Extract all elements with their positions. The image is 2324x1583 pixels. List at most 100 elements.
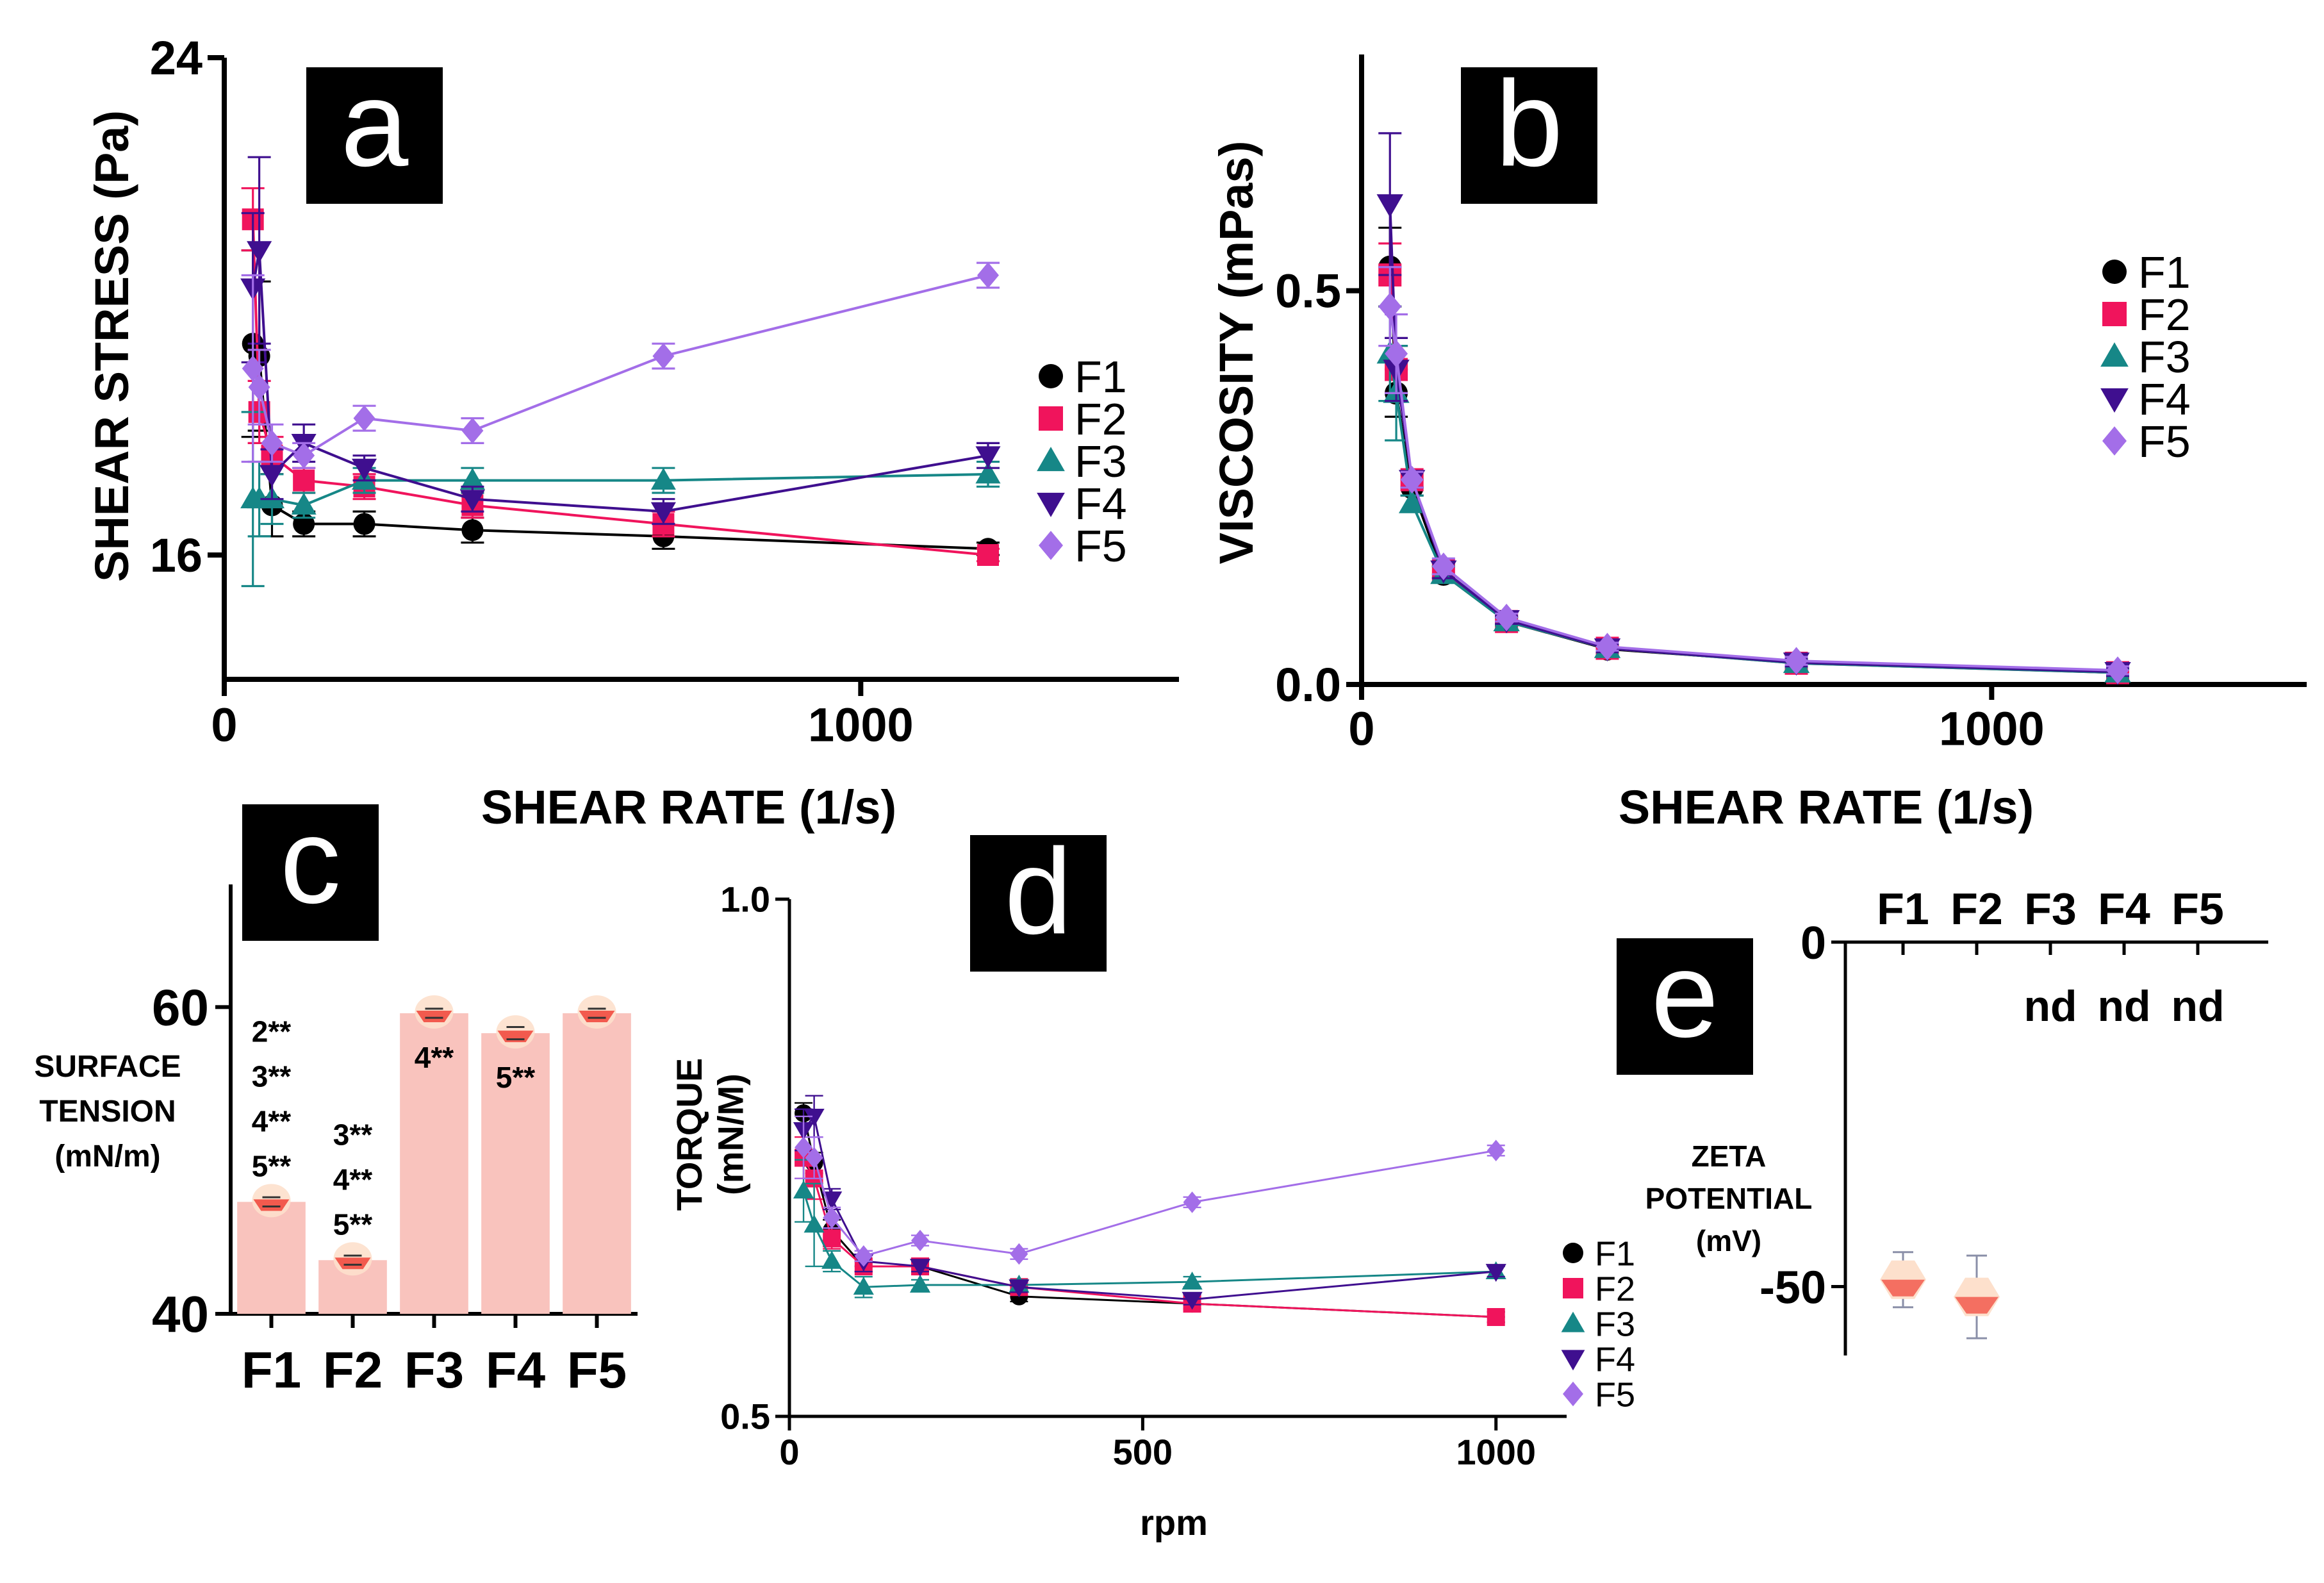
panel-e: 0 -50 ZETA POTENTIAL (mV) F1 F2 F3 nd F4 nd F5 nd (1645, 884, 2268, 1355)
data-point-F2 (823, 1229, 841, 1248)
y-tick-label: 0.0 (1275, 658, 1341, 711)
bar-marker (253, 1199, 290, 1211)
significance-label: 5** (333, 1207, 372, 1241)
zeta-marker (1881, 1279, 1925, 1297)
data-point-F5 (1010, 1243, 1028, 1265)
y-axis-title: POTENTIAL (1645, 1182, 1813, 1215)
significance-label: 2** (252, 1015, 291, 1048)
legend-marker-F5 (1039, 531, 1063, 560)
legend-label-F2: F2 (1075, 394, 1127, 444)
series-line-F5 (1389, 306, 2118, 672)
panel-badge-label: c (280, 793, 341, 929)
y-tick-label: 0.5 (1275, 265, 1341, 318)
significance-label: 4** (415, 1041, 454, 1074)
y-axis-title: (mV) (1696, 1224, 1761, 1257)
data-point-F4 (650, 502, 676, 524)
legend-label-F3: F3 (1595, 1305, 1635, 1343)
series-F2 (795, 1136, 1505, 1327)
legend-label-F5: F5 (1075, 521, 1127, 571)
legend-label-F4: F4 (1595, 1340, 1635, 1379)
bar-marker (334, 1257, 371, 1270)
data-point-F5 (854, 1245, 873, 1267)
data-point-F4 (247, 241, 272, 263)
data-point-F1 (353, 513, 375, 535)
y-axis-title: SURFACE (34, 1050, 181, 1084)
series-line-F4 (1389, 204, 2118, 674)
significance-label: 4** (252, 1104, 291, 1138)
data-point-F5 (652, 343, 675, 369)
legend-label-F4: F4 (1075, 479, 1127, 529)
data-point-F3 (291, 492, 317, 515)
legend-marker-F1 (1039, 364, 1063, 388)
data-point-F4 (804, 1109, 825, 1127)
data-point-F3 (650, 468, 676, 490)
data-point-F5 (1378, 292, 1402, 320)
data-point-F5 (1487, 1140, 1505, 1162)
panel-badge-bg (970, 835, 1107, 972)
panel-badge-bg (1461, 67, 1597, 204)
x-tick-label-F5: F5 (567, 1341, 627, 1398)
x-tick-label: 1000 (1939, 702, 2045, 755)
panel-badge-e: e (1617, 927, 1753, 1075)
legend-label-F5: F5 (2138, 417, 2191, 467)
data-point-F3 (793, 1181, 814, 1199)
y-axis-title: TENSION (39, 1095, 176, 1129)
x-tick-label: 0 (1348, 702, 1374, 755)
y-tick-label: 0.5 (720, 1397, 770, 1437)
x-tick-label-F2: F2 (1950, 884, 2003, 934)
y-axis-title: (mN/M) (710, 1073, 750, 1195)
panel-badge-bg (242, 804, 379, 941)
panel-badge-c: c (242, 793, 379, 941)
data-point-F5 (1784, 647, 1808, 675)
y-tick-label: 24 (150, 31, 202, 85)
y-axis-title: VISCOSITY (mPas) (1210, 141, 1263, 565)
data-point-F3 (459, 468, 485, 490)
series-line-F4 (802, 1114, 1496, 1301)
panel-badge-bg (1617, 938, 1753, 1075)
data-point-F4 (259, 465, 285, 487)
legend-marker-F4 (1037, 492, 1065, 517)
data-point-F5 (823, 1207, 841, 1229)
bar-marker (416, 1011, 452, 1022)
y-tick-label: 16 (150, 529, 202, 582)
not-determined-label: nd (2171, 982, 2224, 1031)
y-axis-title: (mN/m) (54, 1140, 160, 1173)
legend-marker-F1 (2102, 260, 2127, 284)
legend-marker-F4 (1561, 1350, 1585, 1371)
panel-badge-b: b (1461, 56, 1597, 204)
series-F3 (1376, 305, 2131, 683)
data-point-F4 (1182, 1291, 1203, 1310)
x-tick-label: 1000 (1456, 1432, 1536, 1472)
legend-marker-F3 (1561, 1311, 1585, 1332)
significance-label: 3** (252, 1059, 291, 1093)
panel-badge-label: e (1651, 927, 1719, 1063)
significance-label: 5** (252, 1149, 291, 1182)
panel-badge-label: b (1496, 56, 1563, 192)
x-tick-label-F5: F5 (2172, 884, 2224, 934)
series-F5 (1378, 266, 2129, 684)
legend-marker-F5 (2102, 426, 2127, 456)
data-point-F4 (909, 1259, 931, 1277)
y-tick-label: 1.0 (720, 879, 770, 920)
data-point-F5 (1385, 340, 1408, 368)
panel-b: 0 1000 0.0 0.5 SHEAR RATE (1/s) VISCOSITY (mP… (1210, 54, 2307, 834)
legend-marker-F2 (2102, 302, 2127, 326)
data-point-F5 (1495, 603, 1519, 632)
series-F1 (1378, 226, 2129, 684)
x-axis-title: SHEAR RATE (1/s) (1619, 781, 2034, 834)
data-point-F5 (805, 1147, 823, 1169)
x-tick-label-F4: F4 (2098, 884, 2150, 934)
data-point-F4 (459, 490, 485, 512)
data-point-F4 (975, 446, 1001, 468)
legend-label-F3: F3 (2138, 332, 2191, 382)
panel-badge-label: d (1005, 824, 1073, 959)
significance-label: 4** (333, 1163, 372, 1196)
data-point-F4 (1485, 1264, 1506, 1282)
data-point-F2 (1487, 1308, 1505, 1327)
legend-label-F1: F1 (1075, 352, 1127, 402)
data-point-F3 (909, 1274, 931, 1293)
significance-label: 3** (333, 1118, 372, 1151)
legend-label-F2: F2 (1595, 1270, 1635, 1308)
